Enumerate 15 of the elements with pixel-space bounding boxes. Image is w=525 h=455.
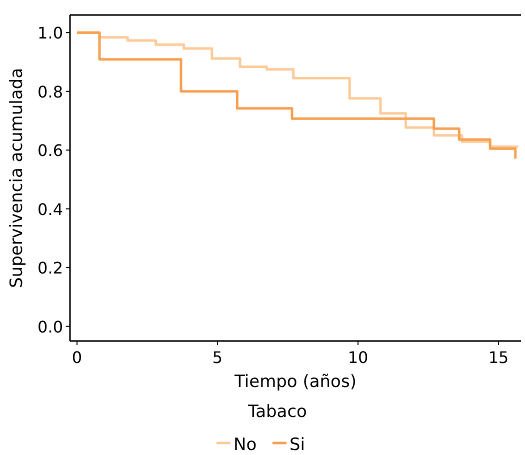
y-tick-label: 0.4 — [38, 200, 63, 219]
y-tick-label: 0.8 — [38, 82, 63, 102]
x-axis-title: Tiempo (años) — [234, 372, 356, 392]
y-tick-label: 0.2 — [38, 258, 63, 278]
legend-title: Tabaco — [247, 402, 307, 422]
y-tick-label: 1.0 — [38, 24, 63, 43]
x-tick-label: 5 — [212, 348, 223, 367]
x-tick-label: 15 — [488, 348, 509, 367]
y-axis-title: Supervivencia acumulada — [7, 68, 27, 288]
legend-label: Si — [290, 435, 306, 455]
x-tick-label: 0 — [72, 348, 82, 367]
x-tick-label: 10 — [348, 348, 368, 367]
y-tick-label: 0.6 — [38, 141, 63, 160]
legend-label: No — [234, 435, 257, 455]
y-tick-label: 0.0 — [38, 317, 63, 336]
